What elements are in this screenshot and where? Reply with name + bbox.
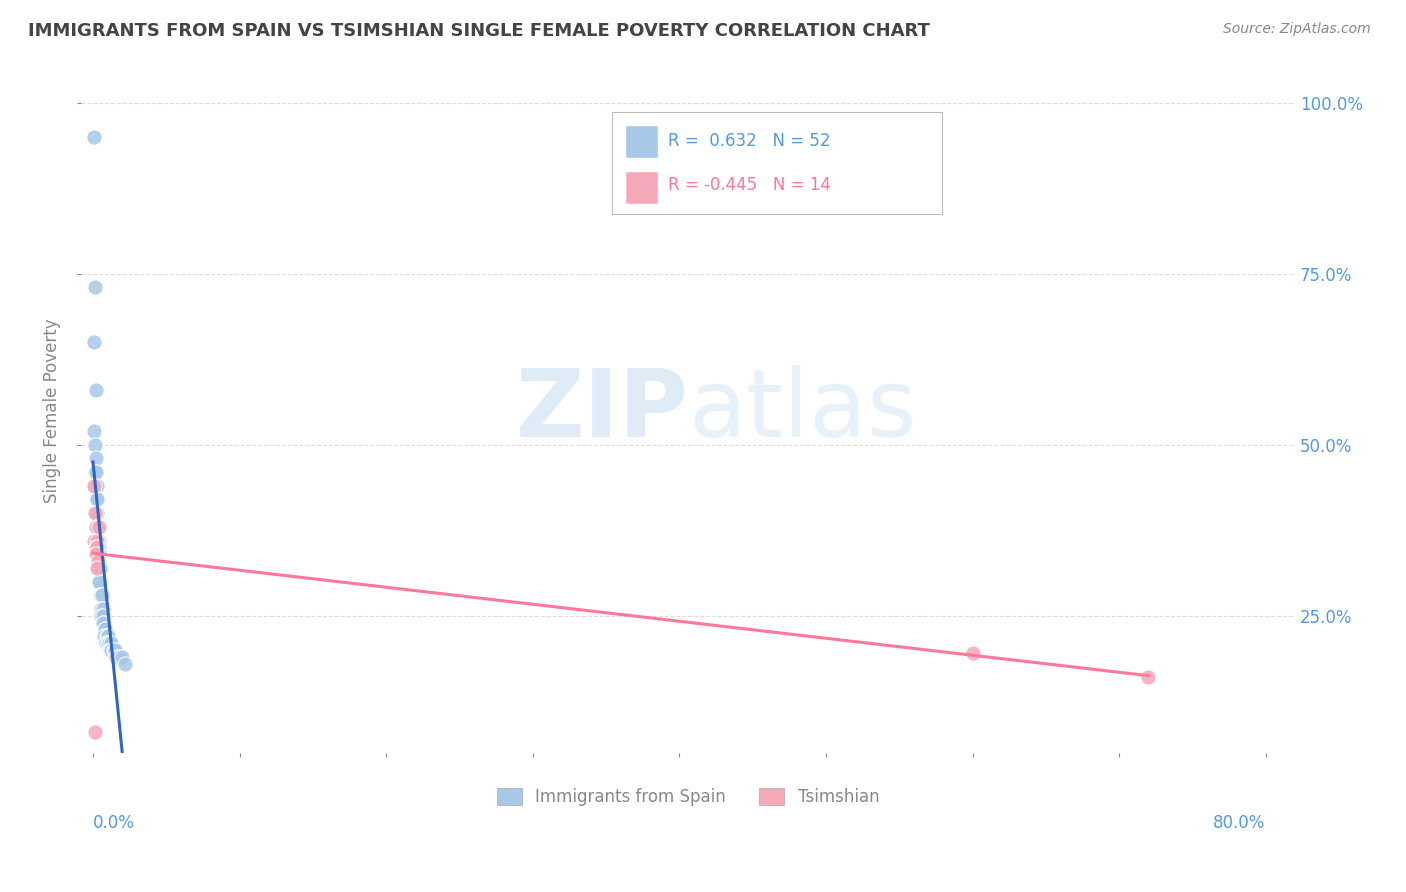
Point: [84, 383, 107, 397]
Point: [94, 636, 117, 650]
Point: [90, 602, 112, 616]
Point: [83, 130, 105, 145]
Text: R = -0.445   N = 14: R = -0.445 N = 14: [668, 177, 831, 194]
Point: [94, 623, 117, 637]
Point: [114, 657, 136, 671]
Point: [93, 629, 115, 643]
Point: [87, 561, 110, 575]
Bar: [624, 125, 658, 158]
Point: [83, 424, 105, 438]
Point: [87, 533, 110, 548]
Point: [91, 608, 114, 623]
Point: [86, 533, 108, 548]
Point: [84, 506, 107, 520]
Point: [83, 533, 105, 548]
Text: Source: ZipAtlas.com: Source: ZipAtlas.com: [1223, 22, 1371, 37]
Point: [962, 647, 984, 661]
Point: [84, 451, 107, 466]
Point: [91, 602, 114, 616]
Bar: [624, 171, 658, 204]
Point: [83, 725, 105, 739]
Point: [91, 615, 114, 630]
Point: [100, 643, 122, 657]
Text: R =  0.632   N = 52: R = 0.632 N = 52: [668, 132, 831, 150]
Point: [86, 492, 108, 507]
Point: [96, 629, 118, 643]
Point: [84, 547, 107, 561]
Point: [84, 492, 107, 507]
Point: [111, 649, 134, 664]
Text: IMMIGRANTS FROM SPAIN VS TSIMSHIAN SINGLE FEMALE POVERTY CORRELATION CHART: IMMIGRANTS FROM SPAIN VS TSIMSHIAN SINGL…: [28, 22, 929, 40]
Point: [105, 649, 128, 664]
Point: [84, 506, 107, 520]
Point: [89, 561, 111, 575]
Point: [84, 465, 107, 479]
Point: [84, 465, 107, 479]
Point: [93, 623, 115, 637]
Point: [104, 643, 127, 657]
Point: [86, 561, 108, 575]
Point: [87, 547, 110, 561]
Point: [83, 438, 105, 452]
Point: [98, 636, 121, 650]
Point: [89, 574, 111, 589]
Point: [86, 506, 108, 520]
Point: [100, 636, 122, 650]
Point: [84, 541, 107, 555]
Point: [90, 588, 112, 602]
Text: ZIP: ZIP: [515, 365, 688, 457]
Point: [89, 588, 111, 602]
Point: [108, 649, 131, 664]
Point: [98, 643, 121, 657]
Point: [101, 643, 124, 657]
Legend: Immigrants from Spain, Tsimshian: Immigrants from Spain, Tsimshian: [491, 781, 886, 813]
Point: [87, 520, 110, 534]
Point: [86, 479, 108, 493]
Point: [86, 541, 108, 555]
Y-axis label: Single Female Poverty: Single Female Poverty: [44, 318, 60, 503]
Point: [83, 335, 105, 350]
Point: [93, 615, 115, 630]
Text: 0.0%: 0.0%: [93, 814, 135, 832]
Point: [84, 520, 107, 534]
Point: [84, 280, 107, 294]
Text: atlas: atlas: [688, 365, 917, 457]
Point: [87, 520, 110, 534]
Point: [83, 479, 105, 493]
Point: [97, 629, 120, 643]
Point: [87, 554, 110, 568]
Point: [89, 574, 111, 589]
Point: [96, 629, 118, 643]
Point: [86, 533, 108, 548]
Point: [97, 636, 120, 650]
Point: [103, 643, 125, 657]
Point: [89, 541, 111, 555]
Text: 80.0%: 80.0%: [1213, 814, 1265, 832]
Point: [90, 608, 112, 623]
Point: [1137, 670, 1160, 684]
Point: [83, 479, 105, 493]
Point: [90, 588, 112, 602]
